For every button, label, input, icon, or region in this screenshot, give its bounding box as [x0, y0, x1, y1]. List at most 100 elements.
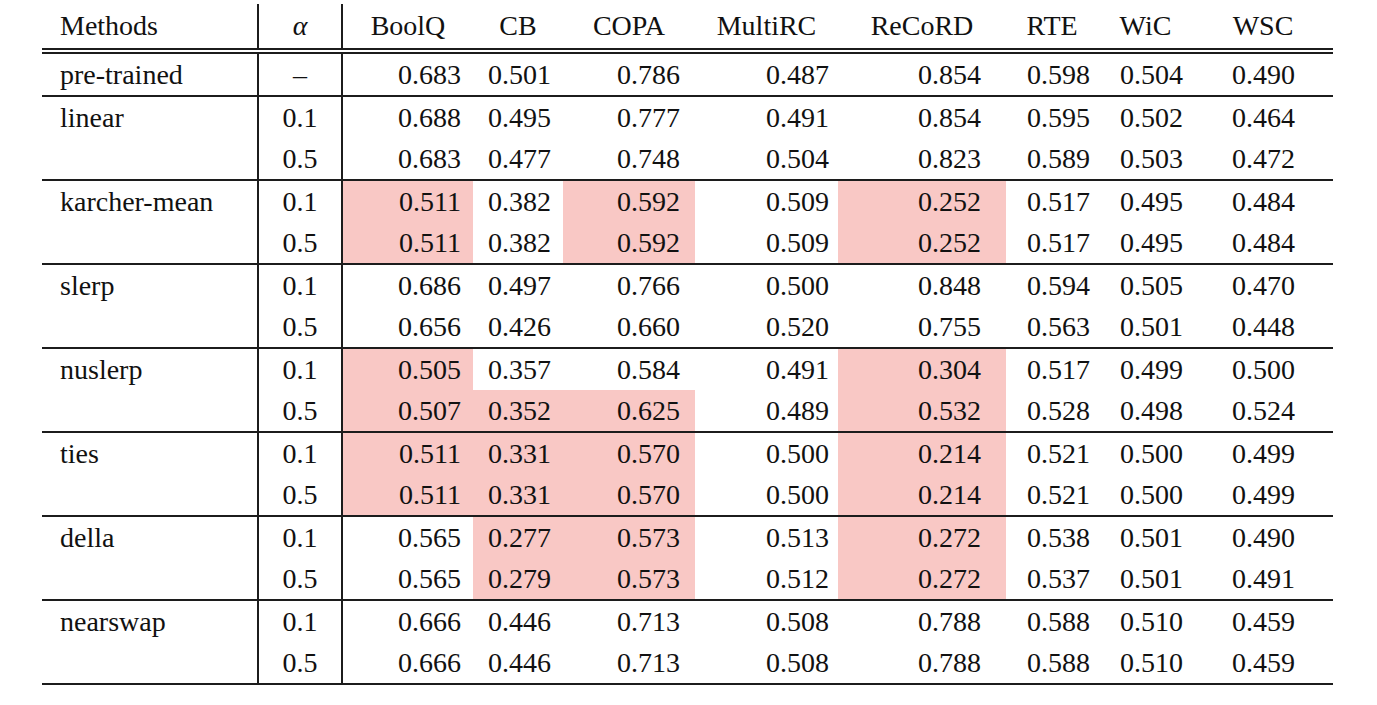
table-row: slerp0.10.6860.4970.7660.5000.8480.5940.…	[42, 264, 1333, 306]
value-cell-boolq: 0.686	[342, 264, 473, 306]
value-cell-boolq: 0.666	[342, 642, 473, 684]
value-cell-multirc: 0.500	[695, 432, 838, 474]
alpha-cell: 0.1	[258, 96, 342, 138]
value-cell-wsc: 0.484	[1193, 180, 1333, 222]
alpha-cell: 0.5	[258, 474, 342, 516]
value-cell-wic: 0.499	[1098, 348, 1193, 390]
value-cell-record: 0.854	[838, 96, 1006, 138]
table-row: 0.50.6560.4260.6600.5200.7550.5630.5010.…	[42, 306, 1333, 348]
value-cell-rte: 0.538	[1006, 516, 1098, 558]
col-header-boolq: BoolQ	[342, 4, 473, 51]
value-cell-cb: 0.277	[473, 516, 563, 558]
value-cell-boolq: 0.565	[342, 558, 473, 600]
col-header-wsc: WSC	[1193, 4, 1333, 51]
value-cell-boolq: 0.505	[342, 348, 473, 390]
value-cell-rte: 0.588	[1006, 600, 1098, 642]
paper-table-container: Methods α BoolQCBCOPAMultiRCReCoRDRTEWiC…	[42, 4, 1333, 685]
method-cell	[42, 474, 258, 516]
value-cell-wic: 0.504	[1098, 51, 1193, 96]
value-cell-wic: 0.501	[1098, 306, 1193, 348]
value-cell-copa: 0.713	[563, 600, 695, 642]
value-cell-wic: 0.510	[1098, 600, 1193, 642]
value-cell-wsc: 0.459	[1193, 642, 1333, 684]
alpha-cell: 0.5	[258, 558, 342, 600]
alpha-cell: –	[258, 51, 342, 96]
value-cell-record: 0.755	[838, 306, 1006, 348]
value-cell-cb: 0.331	[473, 474, 563, 516]
value-cell-boolq: 0.511	[342, 474, 473, 516]
value-cell-multirc: 0.489	[695, 390, 838, 432]
value-cell-cb: 0.357	[473, 348, 563, 390]
col-header-alpha: α	[258, 4, 342, 51]
method-cell: nearswap	[42, 600, 258, 642]
value-cell-multirc: 0.520	[695, 306, 838, 348]
value-cell-boolq: 0.511	[342, 180, 473, 222]
alpha-cell: 0.1	[258, 264, 342, 306]
value-cell-wsc: 0.491	[1193, 558, 1333, 600]
value-cell-boolq: 0.683	[342, 51, 473, 96]
value-cell-multirc: 0.500	[695, 474, 838, 516]
value-cell-wic: 0.505	[1098, 264, 1193, 306]
value-cell-wsc: 0.490	[1193, 51, 1333, 96]
value-cell-record: 0.252	[838, 222, 1006, 264]
table-row: 0.50.5070.3520.6250.4890.5320.5280.4980.…	[42, 390, 1333, 432]
col-header-cb: CB	[473, 4, 563, 51]
alpha-cell: 0.1	[258, 180, 342, 222]
value-cell-record: 0.214	[838, 432, 1006, 474]
value-cell-multirc: 0.508	[695, 600, 838, 642]
value-cell-wsc: 0.484	[1193, 222, 1333, 264]
value-cell-wic: 0.503	[1098, 138, 1193, 180]
table-row: linear0.10.6880.4950.7770.4910.8540.5950…	[42, 96, 1333, 138]
value-cell-cb: 0.501	[473, 51, 563, 96]
value-cell-copa: 0.584	[563, 348, 695, 390]
table-row: ties0.10.5110.3310.5700.5000.2140.5210.5…	[42, 432, 1333, 474]
value-cell-wic: 0.495	[1098, 222, 1193, 264]
col-header-methods: Methods	[42, 4, 258, 51]
value-cell-cb: 0.497	[473, 264, 563, 306]
value-cell-rte: 0.517	[1006, 180, 1098, 222]
col-header-multirc: MultiRC	[695, 4, 838, 51]
method-cell: della	[42, 516, 258, 558]
value-cell-wic: 0.500	[1098, 432, 1193, 474]
method-cell: karcher-mean	[42, 180, 258, 222]
value-cell-copa: 0.660	[563, 306, 695, 348]
alpha-cell: 0.5	[258, 222, 342, 264]
value-cell-copa: 0.766	[563, 264, 695, 306]
table-body: pre-trained–0.6830.5010.7860.4870.8540.5…	[42, 51, 1333, 684]
value-cell-record: 0.272	[838, 516, 1006, 558]
method-cell: ties	[42, 432, 258, 474]
table-row: 0.50.6830.4770.7480.5040.8230.5890.5030.…	[42, 138, 1333, 180]
value-cell-cb: 0.477	[473, 138, 563, 180]
value-cell-record: 0.854	[838, 51, 1006, 96]
table-row: 0.50.5110.3820.5920.5090.2520.5170.4950.…	[42, 222, 1333, 264]
table-row: 0.50.5110.3310.5700.5000.2140.5210.5000.…	[42, 474, 1333, 516]
value-cell-record: 0.788	[838, 642, 1006, 684]
alpha-cell: 0.5	[258, 390, 342, 432]
value-cell-multirc: 0.509	[695, 180, 838, 222]
value-cell-boolq: 0.666	[342, 600, 473, 642]
header-row: Methods α BoolQCBCOPAMultiRCReCoRDRTEWiC…	[42, 4, 1333, 51]
value-cell-cb: 0.279	[473, 558, 563, 600]
value-cell-wsc: 0.499	[1193, 474, 1333, 516]
value-cell-wsc: 0.472	[1193, 138, 1333, 180]
value-cell-cb: 0.446	[473, 600, 563, 642]
method-cell: slerp	[42, 264, 258, 306]
alpha-cell: 0.1	[258, 600, 342, 642]
value-cell-copa: 0.786	[563, 51, 695, 96]
value-cell-multirc: 0.508	[695, 642, 838, 684]
value-cell-rte: 0.563	[1006, 306, 1098, 348]
value-cell-wic: 0.500	[1098, 474, 1193, 516]
alpha-cell: 0.1	[258, 516, 342, 558]
value-cell-copa: 0.573	[563, 516, 695, 558]
alpha-cell: 0.1	[258, 432, 342, 474]
method-cell: linear	[42, 96, 258, 138]
value-cell-boolq: 0.656	[342, 306, 473, 348]
value-cell-boolq: 0.688	[342, 96, 473, 138]
value-cell-wic: 0.501	[1098, 516, 1193, 558]
value-cell-wsc: 0.524	[1193, 390, 1333, 432]
value-cell-cb: 0.446	[473, 642, 563, 684]
value-cell-record: 0.272	[838, 558, 1006, 600]
value-cell-rte: 0.589	[1006, 138, 1098, 180]
value-cell-record: 0.788	[838, 600, 1006, 642]
value-cell-record: 0.252	[838, 180, 1006, 222]
